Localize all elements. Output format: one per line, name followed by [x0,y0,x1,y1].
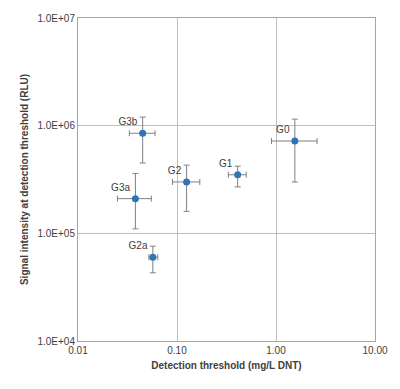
svg-text:G2a: G2a [129,240,148,251]
svg-text:G3a: G3a [111,182,130,193]
svg-text:1.0E+06: 1.0E+06 [37,120,75,131]
svg-text:1.00: 1.00 [266,345,286,356]
svg-text:G1: G1 [219,158,233,169]
svg-text:1.0E+05: 1.0E+05 [37,228,75,239]
svg-text:G2: G2 [168,165,182,176]
svg-text:G3b: G3b [118,116,137,127]
svg-text:1.0E+07: 1.0E+07 [37,13,75,24]
svg-text:Detection threshold (mg/L DNT): Detection threshold (mg/L DNT) [151,360,301,371]
svg-text:1.0E+04: 1.0E+04 [37,336,75,347]
svg-text:10.00: 10.00 [362,345,387,356]
svg-text:G0: G0 [276,124,290,135]
svg-text:0.10: 0.10 [167,345,187,356]
svg-text:Signal intensity at detection: Signal intensity at detection threshold … [19,74,30,285]
svg-text:0.01: 0.01 [68,345,88,356]
